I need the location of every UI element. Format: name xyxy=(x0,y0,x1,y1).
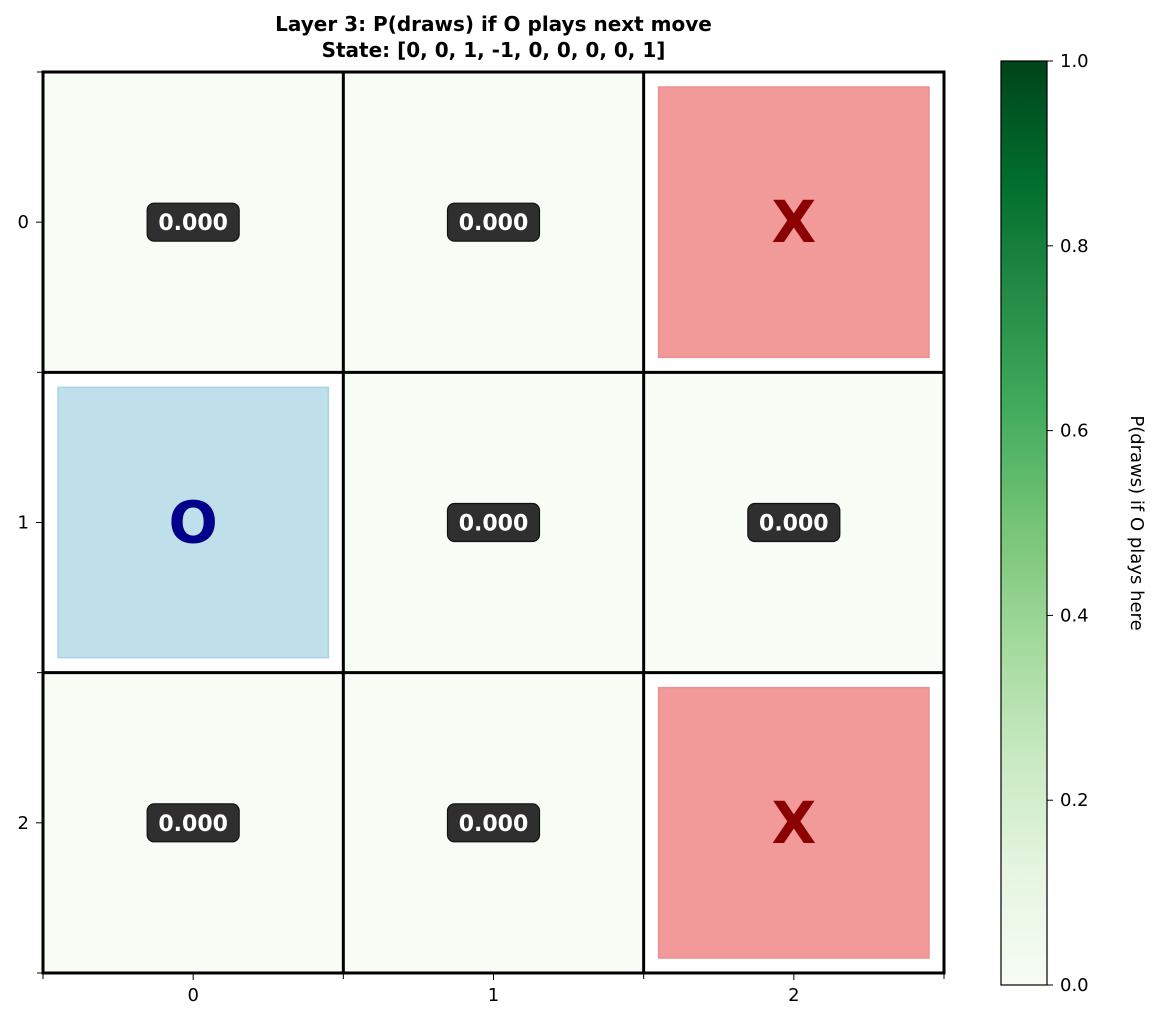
board-cell: O xyxy=(43,372,344,673)
colorbar-frame xyxy=(1000,60,1048,986)
value-label: 0.000 xyxy=(759,511,829,536)
value-badge xyxy=(446,202,541,242)
board-cell: 0.000 xyxy=(43,72,344,373)
colorbar-tick-label: 0.8 xyxy=(1060,236,1089,257)
board-cell: 0.000 xyxy=(343,372,644,673)
x-mark-label: X xyxy=(771,188,816,256)
colorbar-label: P(draws) if O plays here xyxy=(1126,415,1147,630)
value-label: 0.000 xyxy=(158,211,228,236)
colorbar-tick-label: 0.2 xyxy=(1060,790,1089,811)
chart-subtitle: State: [0, 0, 1, -1, 0, 0, 0, 0, 1] xyxy=(321,38,666,62)
value-badge xyxy=(146,803,240,843)
value-badge xyxy=(446,502,541,543)
board-cell: 0.000 xyxy=(343,72,644,373)
colorbar-gradient xyxy=(1001,61,1047,985)
chart-title: Layer 3: P(draws) if O plays next move xyxy=(275,12,712,36)
board-cell: X xyxy=(643,72,944,373)
value-badge xyxy=(747,502,841,543)
colorbar-tick-label: 1.0 xyxy=(1060,51,1089,72)
y-tick-label: 1 xyxy=(18,512,29,533)
board-cell: 0.000 xyxy=(343,672,644,973)
value-badge xyxy=(446,803,541,843)
colorbar-tick-label: 0.4 xyxy=(1060,605,1089,626)
y-tick-label: 2 xyxy=(18,813,29,834)
board-cell: X xyxy=(643,672,944,973)
cells-layer: 0.000 0.000 X O 0.000 0.000 0.000 0.000 X xyxy=(43,72,944,973)
value-label: 0.000 xyxy=(158,812,228,837)
colorbar: 0.0 0.2 0.4 0.6 0.8 1.0 P(draws) if O plays he… xyxy=(1000,51,1147,996)
board-cell: 0.000 xyxy=(43,672,344,973)
value-label: 0.000 xyxy=(459,511,529,536)
x-tick-label: 2 xyxy=(788,985,799,1006)
board-cell: 0.000 xyxy=(643,372,944,673)
x-tick-label: 1 xyxy=(488,985,499,1006)
colorbar-tick-label: 0.6 xyxy=(1060,421,1089,442)
x-mark-fill xyxy=(657,86,930,359)
value-label: 0.000 xyxy=(459,211,529,236)
value-badge xyxy=(146,202,240,242)
x-tick-label: 0 xyxy=(187,985,198,1006)
o-mark-label: O xyxy=(169,488,218,556)
colorbar-tick-label: 0.0 xyxy=(1060,975,1089,996)
o-mark-fill xyxy=(57,386,330,659)
y-tick-label: 0 xyxy=(18,212,29,233)
value-label: 0.000 xyxy=(459,812,529,837)
x-mark-fill xyxy=(657,686,930,959)
x-mark-label: X xyxy=(771,789,816,857)
axes-layer: 0 1 2 0 1 2 xyxy=(18,71,945,1006)
